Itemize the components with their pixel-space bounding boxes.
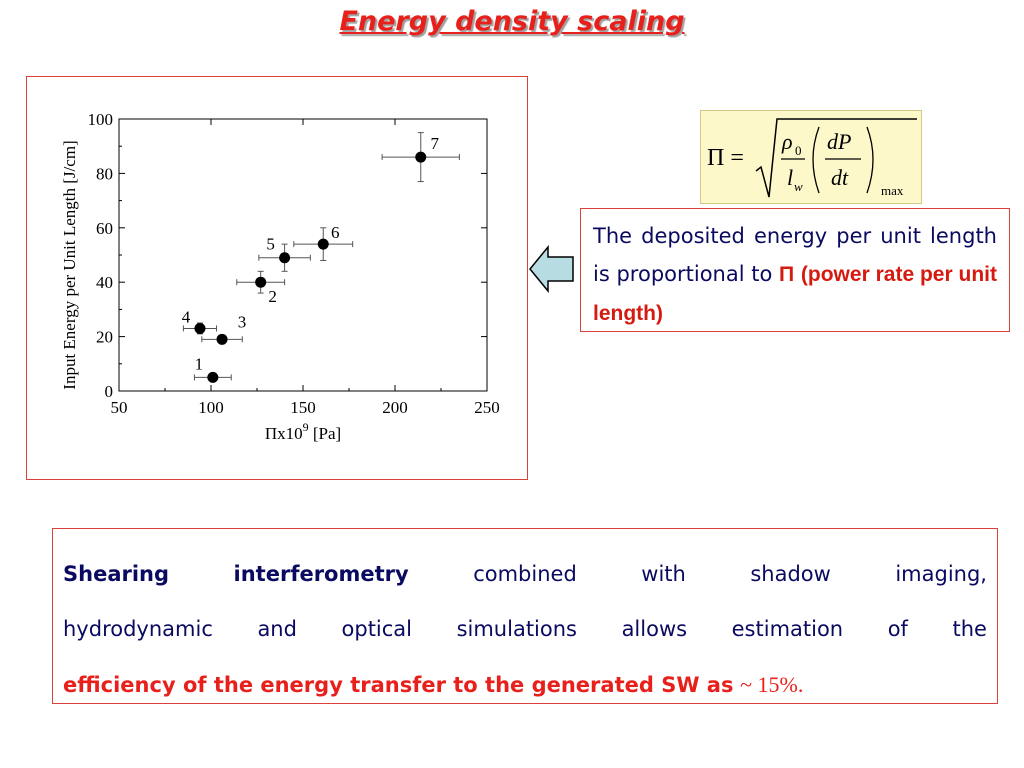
y-axis-label: Input Energy per Unit Length [J/cm] — [60, 140, 79, 389]
conclusion-word: optical — [341, 617, 413, 641]
dt-symbol: dt — [831, 165, 849, 190]
point-label: 5 — [266, 235, 275, 254]
data-point — [216, 333, 228, 345]
formula-lhs: Π = — [707, 145, 744, 171]
chart-panel: 50 100 150 200 250 0 20 40 60 80 100 Πx109 [Pa] Inpu… — [26, 76, 528, 480]
dP-symbol: dP — [827, 129, 851, 154]
scatter-chart: 50 100 150 200 250 0 20 40 60 80 100 Πx109 [Pa] Inpu… — [60, 110, 500, 443]
y-tick-label: 80 — [96, 164, 113, 183]
conclusion-box: Shearing interferometry combined with sh… — [52, 528, 998, 704]
left-arrow-icon — [529, 244, 574, 294]
conclusion-word: combined — [473, 562, 577, 586]
sqrt-sign-icon — [755, 118, 917, 198]
right-paren-icon — [866, 126, 874, 194]
conclusion-word: the — [952, 617, 987, 641]
x-tick-label: 200 — [382, 398, 408, 417]
conclusion-word: simulations — [456, 617, 577, 641]
y-tick-label: 60 — [96, 219, 113, 238]
x-axis-label-unit: [Pa] — [309, 424, 342, 443]
conclusion-word: hydrodynamic — [63, 617, 213, 641]
data-point — [194, 322, 206, 334]
plot-frame — [118, 118, 488, 392]
efficiency-value: ~ 15%. — [740, 672, 804, 697]
x-axis-label-base: Πx10 — [265, 424, 303, 443]
conclusion-word: of — [887, 617, 908, 641]
x-tick-label: 100 — [198, 398, 224, 417]
conclusion-line-3: efficiency of the energy transfer to the… — [63, 657, 987, 713]
x-axis-label-exponent: 9 — [303, 420, 309, 434]
y-tick-label: 0 — [105, 382, 114, 401]
description-box: The deposited energy per unit length is … — [580, 208, 1010, 332]
point-label: 1 — [195, 354, 204, 373]
rho-subscript: 0 — [795, 143, 802, 158]
description-highlight: (power rate per unit length) — [593, 263, 997, 325]
data-point — [415, 151, 427, 163]
description-text: The deposited energy per unit length is … — [593, 224, 997, 286]
x-tick-label: 150 — [290, 398, 316, 417]
data-point — [207, 371, 219, 383]
pi-symbol: Π — [779, 263, 795, 286]
y-tick-label: 100 — [88, 110, 114, 129]
max-subscript: max — [881, 183, 904, 198]
slide-title: Energy density scaling — [339, 6, 685, 37]
l-subscript: w — [794, 179, 803, 194]
data-point — [317, 238, 329, 250]
point-label: 4 — [182, 307, 191, 326]
conclusion-word: and — [257, 617, 297, 641]
data-point — [255, 276, 267, 288]
x-axis-label: Πx109 [Pa] — [265, 420, 341, 443]
rho-symbol: ρ — [781, 129, 793, 154]
conclusion-word: imaging, — [895, 562, 987, 586]
data-point — [279, 252, 291, 264]
conclusion-word-interferometry: interferometry — [233, 562, 409, 586]
left-paren-icon — [812, 126, 820, 194]
x-tick-label: 250 — [474, 398, 500, 417]
conclusion-word: with — [641, 562, 686, 586]
point-label: 6 — [331, 223, 340, 242]
x-tick-label: 50 — [111, 398, 128, 417]
efficiency-highlight: efficiency of the energy transfer to the… — [63, 673, 734, 697]
point-label: 7 — [431, 134, 440, 153]
conclusion-word: allows — [621, 617, 688, 641]
formula-box: Π = ρ 0 l w dP dt max — [700, 110, 922, 204]
point-label: 2 — [268, 287, 277, 306]
conclusion-word: estimation — [731, 617, 844, 641]
conclusion-line-1: Shearing interferometry combined with sh… — [63, 547, 987, 602]
pi-formula: Π = ρ 0 l w dP dt max — [707, 118, 917, 198]
point-label: 3 — [238, 312, 247, 331]
y-tick-label: 40 — [96, 273, 113, 292]
conclusion-word-shearing: Shearing — [63, 562, 170, 586]
conclusion-word: shadow — [750, 562, 831, 586]
conclusion-line-2: hydrodynamic and optical simulations all… — [63, 602, 987, 657]
l-symbol: l — [787, 165, 793, 190]
y-tick-label: 20 — [96, 328, 113, 347]
